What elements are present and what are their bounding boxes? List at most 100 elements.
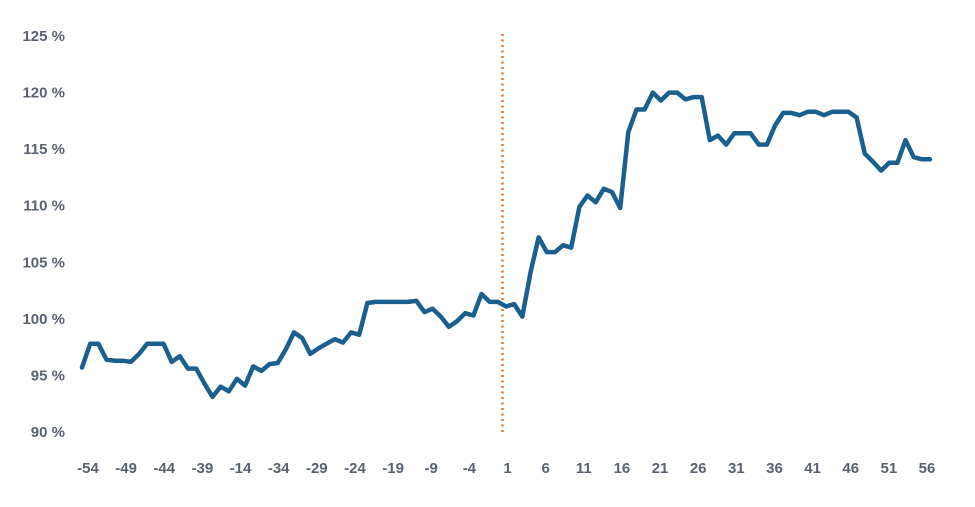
data-point — [740, 131, 745, 136]
y-axis: 90 % 95 % 100 % 105 % 110 % 115 % 120 % 125 % — [22, 28, 65, 441]
data-point — [365, 301, 370, 306]
data-point — [145, 341, 150, 346]
data-point — [259, 368, 264, 373]
data-point — [789, 110, 794, 115]
data-point — [903, 138, 908, 143]
x-tick-label: 26 — [690, 460, 707, 477]
data-point — [234, 376, 239, 381]
data-point — [324, 341, 329, 346]
data-point — [128, 359, 133, 364]
data-point — [846, 109, 851, 114]
data-point — [251, 364, 256, 369]
data-point — [822, 113, 826, 118]
data-point — [455, 319, 460, 324]
data-point — [169, 359, 174, 364]
x-tick-label: 11 — [576, 460, 592, 477]
data-point — [153, 341, 158, 346]
data-point — [463, 311, 468, 316]
data-point — [634, 107, 639, 112]
y-tick-label: 90 % — [31, 424, 65, 441]
data-point — [226, 389, 231, 394]
x-tick-label: 16 — [614, 460, 631, 477]
x-tick-label: -9 — [425, 460, 438, 477]
data-point — [928, 157, 932, 162]
data-point — [544, 250, 549, 255]
y-tick-label: 95 % — [31, 367, 65, 384]
data-point — [487, 299, 492, 304]
data-point — [667, 90, 672, 95]
data-point — [797, 113, 802, 118]
data-point — [911, 155, 916, 160]
data-point — [773, 123, 778, 128]
x-tick-label: -4 — [463, 460, 477, 477]
data-point — [275, 360, 280, 365]
data-point — [675, 90, 680, 95]
data-point — [585, 193, 590, 198]
data-point — [520, 314, 525, 319]
x-axis: -54 -49 -44 -39 -14 -34 -29 -24 -19 -9 -4 1 6 11 16 21 2… — [77, 460, 935, 477]
data-point — [120, 358, 125, 363]
y-tick-label: 100 % — [22, 311, 65, 328]
y-tick-label: 125 % — [22, 28, 65, 45]
data-point — [381, 299, 386, 304]
data-point — [716, 133, 720, 138]
data-point — [658, 98, 663, 103]
series-points — [80, 90, 932, 399]
data-point — [104, 357, 109, 362]
data-point — [422, 310, 427, 315]
data-point — [340, 340, 345, 345]
data-point — [512, 302, 517, 307]
data-point — [161, 341, 166, 346]
data-point — [80, 365, 84, 370]
data-point — [438, 314, 443, 319]
x-tick-label: -34 — [268, 460, 290, 477]
data-point — [813, 109, 818, 114]
data-point — [626, 130, 631, 135]
x-tick-label: 6 — [541, 460, 549, 477]
data-point — [618, 205, 623, 210]
data-point — [96, 341, 101, 346]
x-tick-label: -19 — [382, 460, 404, 477]
data-point — [887, 160, 892, 165]
data-point — [748, 131, 753, 136]
data-point — [186, 366, 190, 371]
data-point — [202, 381, 207, 386]
data-point — [854, 115, 859, 120]
data-point — [389, 299, 394, 304]
x-tick-label: -24 — [344, 460, 366, 477]
data-point — [112, 358, 117, 363]
data-point — [569, 245, 574, 250]
data-point — [446, 324, 451, 329]
data-point — [471, 313, 476, 318]
data-point — [601, 186, 606, 191]
data-point — [756, 142, 761, 147]
y-tick-label: 105 % — [22, 254, 65, 271]
x-tick-label: -54 — [77, 460, 99, 477]
data-point — [699, 95, 704, 100]
data-point — [479, 291, 484, 296]
data-point — [414, 298, 419, 303]
data-point — [781, 110, 786, 115]
data-point — [610, 190, 614, 195]
data-point — [300, 336, 305, 341]
data-point — [552, 250, 557, 255]
data-point — [283, 347, 288, 352]
data-point — [357, 332, 362, 337]
data-point — [406, 299, 411, 304]
x-tick-label: 1 — [503, 460, 511, 477]
x-tick-label: 21 — [652, 460, 669, 477]
data-point — [528, 270, 533, 275]
data-point — [495, 299, 500, 304]
y-tick-label: 115 % — [23, 141, 65, 158]
data-point — [895, 160, 900, 165]
data-point — [724, 142, 729, 147]
data-point — [88, 341, 93, 346]
data-point — [332, 337, 337, 342]
data-point — [561, 243, 566, 248]
data-point — [137, 351, 142, 356]
data-point — [683, 97, 688, 102]
data-point — [919, 157, 924, 162]
data-point — [373, 299, 378, 304]
x-tick-label: 56 — [919, 460, 936, 477]
data-point — [210, 394, 215, 399]
